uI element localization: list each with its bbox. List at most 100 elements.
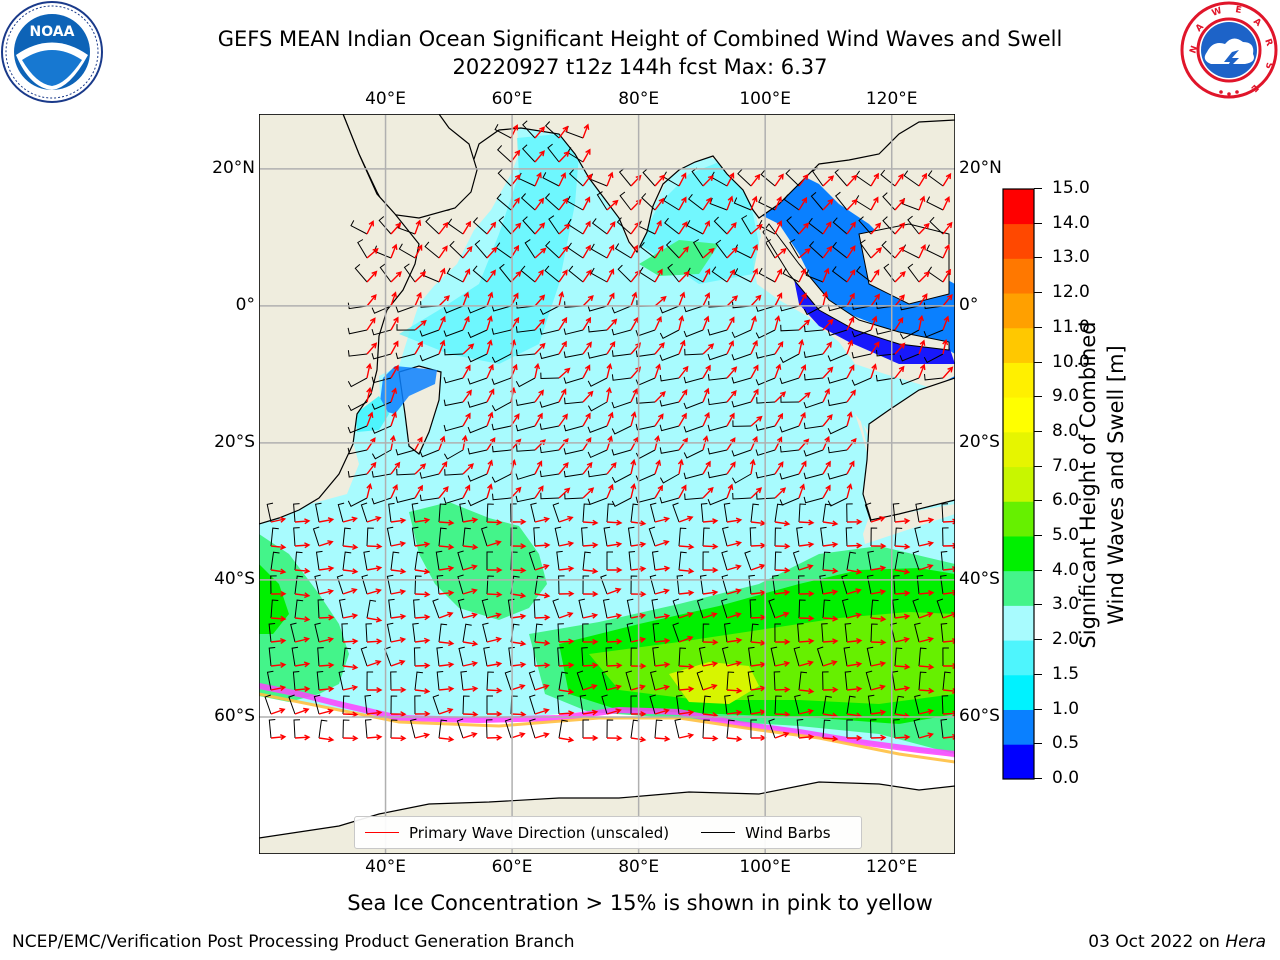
colorbar-tick-mark xyxy=(1034,500,1042,502)
wind-barb xyxy=(707,329,728,336)
wind-barb xyxy=(601,670,609,691)
wind-barb xyxy=(792,550,800,571)
wave-direction-arrow xyxy=(318,736,335,743)
wave-direction-arrow xyxy=(942,315,950,331)
wave-direction-arrow xyxy=(606,411,614,427)
wave-direction-arrow xyxy=(390,568,407,575)
wave-direction-arrow xyxy=(414,219,422,235)
colorbar-tick-mark xyxy=(1034,430,1042,432)
wind-barb xyxy=(859,239,872,259)
colorbar-tick-label: 7.0 xyxy=(1052,455,1080,476)
wind-barb xyxy=(626,622,634,643)
wave-direction-arrow xyxy=(558,590,575,597)
wave-direction-arrow xyxy=(726,340,734,355)
wave-direction-arrow xyxy=(366,247,379,259)
wind-barb xyxy=(630,719,640,739)
wave-direction-arrow xyxy=(342,544,359,551)
colorbar-tick-label: 3.0 xyxy=(1052,594,1080,615)
wave-direction-arrow xyxy=(390,483,398,499)
lat-label-left--40: 40°S xyxy=(214,568,255,589)
wave-direction-arrow xyxy=(462,315,470,331)
wave-direction-arrow xyxy=(414,568,431,575)
wave-direction-arrow xyxy=(918,243,926,259)
wind-barb xyxy=(748,574,755,595)
wind-barb xyxy=(515,473,536,480)
wave-direction-arrow xyxy=(582,461,593,475)
wind-barb xyxy=(768,718,776,739)
wave-direction-arrow xyxy=(606,244,615,259)
wave-direction-arrow xyxy=(942,338,949,355)
wind-barb xyxy=(390,695,398,715)
wind-barb xyxy=(724,694,731,715)
wave-direction-arrow xyxy=(942,293,953,307)
wind-barb xyxy=(316,671,324,691)
wind-barb xyxy=(755,377,776,386)
wave-direction-arrow xyxy=(558,150,570,163)
wind-barb xyxy=(581,527,588,547)
arabian-peninsula xyxy=(342,114,478,219)
wind-barb xyxy=(805,269,824,283)
colorbar-tick-label: 14.0 xyxy=(1052,212,1090,233)
wave-direction-arrow xyxy=(870,341,880,355)
wind-barb xyxy=(855,265,872,283)
wave-direction-arrow xyxy=(774,173,784,187)
wind-barb xyxy=(443,449,464,460)
colorbar-tick-mark xyxy=(1034,292,1042,294)
wave-direction-arrow xyxy=(414,541,431,548)
wind-barb xyxy=(756,397,776,404)
wave-direction-arrow xyxy=(702,683,718,691)
wind-barb xyxy=(794,694,801,715)
wind-barb xyxy=(447,218,464,235)
wave-direction-arrow xyxy=(774,363,782,379)
lat-label-right--60: 60°S xyxy=(959,705,1000,726)
wave-direction-arrow xyxy=(366,342,378,355)
wind-barb xyxy=(270,599,279,619)
wave-direction-arrow xyxy=(366,543,383,550)
wave-direction-arrow xyxy=(654,613,671,620)
wave-direction-arrow xyxy=(414,732,431,739)
wind-barb xyxy=(443,329,464,337)
wave-direction-arrows-layer xyxy=(270,123,955,743)
wind-barb xyxy=(851,377,872,386)
wind-barb xyxy=(587,449,608,459)
wave-direction-arrow xyxy=(918,195,926,211)
wave-direction-arrow xyxy=(774,711,791,718)
wind-barb xyxy=(293,503,300,523)
wave-direction-arrow xyxy=(798,734,815,740)
wind-barb xyxy=(460,670,467,691)
wind-barb xyxy=(564,397,584,405)
wind-barb xyxy=(827,425,848,435)
wave-direction-arrow xyxy=(462,660,479,667)
wave-direction-arrow xyxy=(894,270,906,283)
wave-direction-arrow xyxy=(726,637,743,644)
wave-direction-arrow xyxy=(534,247,547,259)
wind-barb xyxy=(347,302,368,310)
wave-direction-arrow xyxy=(870,565,887,572)
wind-barb xyxy=(390,671,397,691)
australia-land xyxy=(862,377,955,521)
wind-barb xyxy=(804,373,824,381)
wind-barb xyxy=(443,376,464,384)
wave-direction-arrow xyxy=(318,708,334,715)
wind-barb xyxy=(611,350,632,357)
wind-barb xyxy=(364,694,372,715)
wave-direction-arrow xyxy=(366,411,374,427)
wave-direction-arrow xyxy=(726,687,743,694)
wave-direction-arrow xyxy=(582,590,599,598)
wind-barb xyxy=(540,492,560,500)
wave-direction-arrow xyxy=(846,518,863,525)
wave-direction-arrow xyxy=(822,735,839,742)
wind-barb xyxy=(467,305,488,314)
lon-label-top-40: 40°E xyxy=(365,89,406,109)
wind-barb xyxy=(294,551,303,571)
wind-barb xyxy=(515,377,536,388)
wave-direction-arrow xyxy=(750,315,757,331)
wave-direction-arrow xyxy=(654,390,666,403)
wind-barb xyxy=(492,493,512,501)
wave-direction-arrow xyxy=(582,244,591,259)
wave-direction-arrow xyxy=(654,565,671,572)
wind-barb xyxy=(846,719,853,739)
wind-barb xyxy=(755,471,776,479)
wave-direction-arrow xyxy=(582,364,591,379)
wave-direction-arrow xyxy=(678,568,695,574)
